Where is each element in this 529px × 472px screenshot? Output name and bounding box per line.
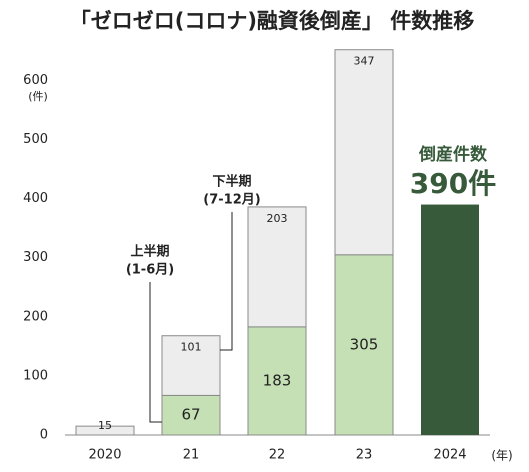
y-tick-label: 400 xyxy=(23,191,48,206)
x-tick-label: 21 xyxy=(183,448,200,463)
x-tick-label: 2024 xyxy=(433,448,466,463)
x-tick-label: 22 xyxy=(269,448,286,463)
annotation: (1-6月) xyxy=(126,263,174,278)
connector xyxy=(149,282,162,423)
y-tick-label: 0 xyxy=(40,428,48,443)
x-tick-label: 2020 xyxy=(88,448,121,463)
series-annotation: 倒産件数 xyxy=(418,144,488,165)
value-label: 203 xyxy=(267,212,288,225)
value-label: 347 xyxy=(354,55,375,68)
value-label: 183 xyxy=(263,371,292,389)
y-tick-label: 200 xyxy=(23,309,48,324)
bar-segment xyxy=(161,394,221,436)
y-tick-label: 600 xyxy=(23,73,48,88)
value-label: 101 xyxy=(181,341,202,354)
bar-segment xyxy=(247,326,307,436)
bar-segment xyxy=(334,254,394,436)
bar-segment xyxy=(247,206,307,328)
x-unit: (年) xyxy=(491,449,512,463)
chart-title: 「ゼロゼロ(コロナ)融資後倒産」 件数推移 xyxy=(70,9,475,33)
annotation: 下半期 xyxy=(212,174,251,190)
annotation: (7-12月) xyxy=(203,193,260,208)
bar-segment xyxy=(75,425,135,436)
connector xyxy=(220,212,233,351)
bar-segment xyxy=(161,335,221,396)
y-tick-label: 500 xyxy=(23,132,48,147)
y-unit: (件) xyxy=(28,90,48,103)
y-tick-label: 100 xyxy=(23,368,48,383)
value-label: 390件 xyxy=(410,167,496,200)
x-tick-label: 23 xyxy=(356,448,373,463)
value-label: 67 xyxy=(181,406,200,424)
value-label: 15 xyxy=(98,419,112,432)
value-label: 305 xyxy=(350,335,379,353)
annotation: 上半期 xyxy=(130,244,169,260)
y-tick-label: 300 xyxy=(23,250,48,265)
bar-segment xyxy=(334,49,394,256)
bar-segment xyxy=(421,204,479,435)
